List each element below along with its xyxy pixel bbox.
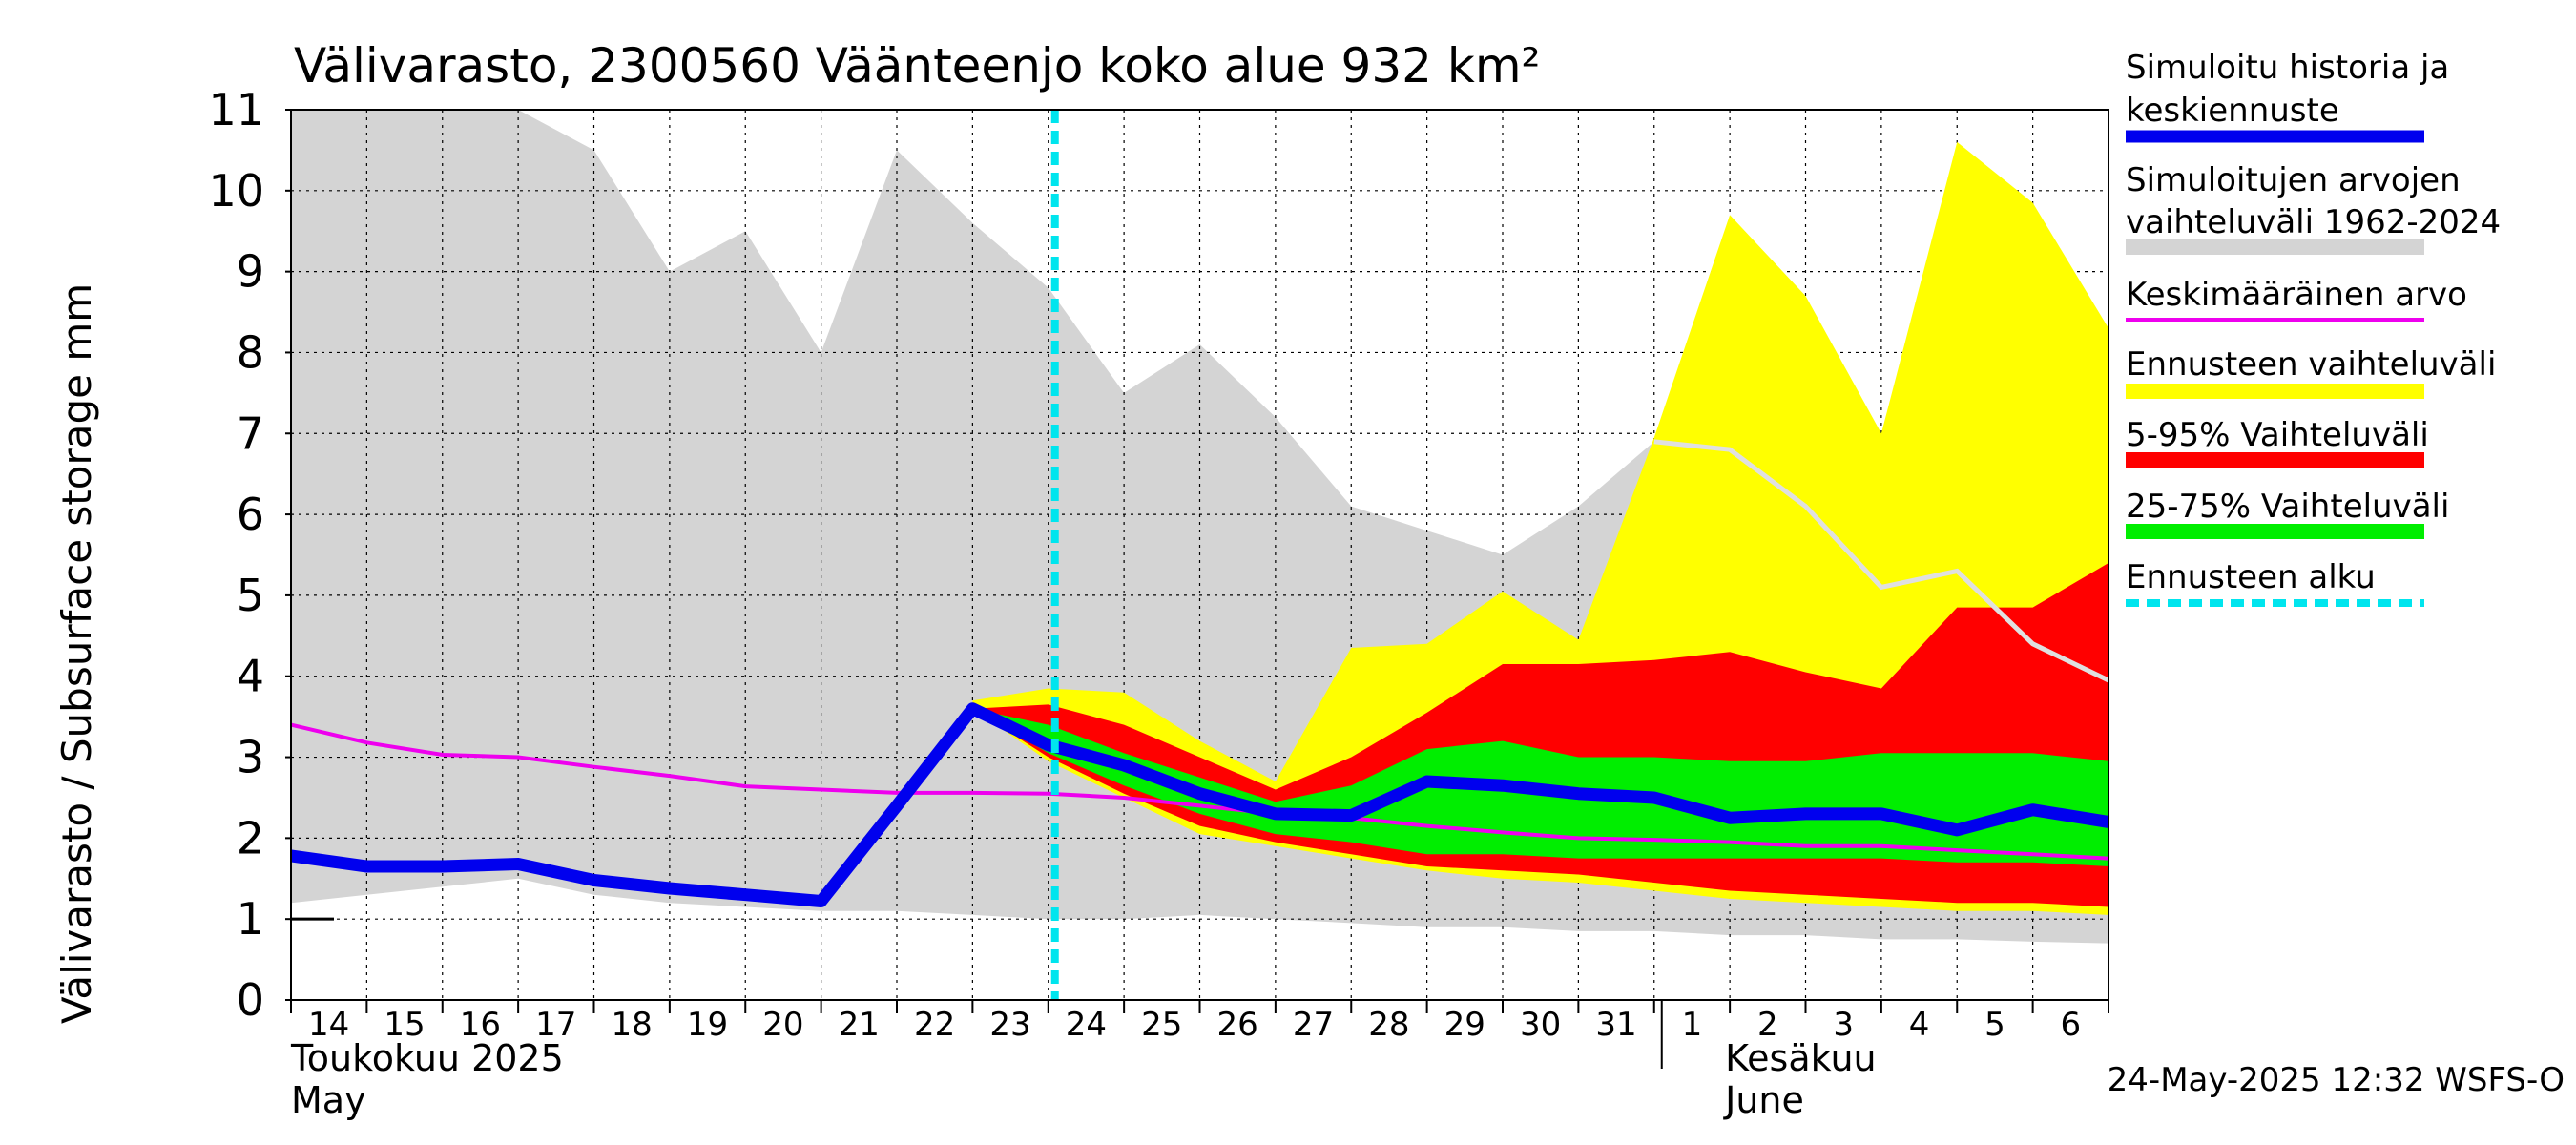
y-tick-label: 5 [237, 570, 264, 621]
legend-label: vaihteluväli 1962-2024 [2126, 203, 2501, 241]
x-tick-label: 23 [989, 1006, 1030, 1044]
x-tick-label: 14 [308, 1006, 349, 1044]
legend-label: Simuloitu historia ja [2126, 49, 2449, 87]
x-tick-label: 5 [1984, 1006, 2005, 1044]
plot-area [291, 110, 2109, 1000]
x-tick-label: 16 [460, 1006, 501, 1044]
x-tick-label: 6 [2060, 1006, 2081, 1044]
x-tick-label: 15 [384, 1006, 425, 1044]
x-tick-label: 25 [1141, 1006, 1182, 1044]
x-tick-label: 29 [1444, 1006, 1485, 1044]
x-tick-label: 27 [1293, 1006, 1334, 1044]
x-tick-label: 2 [1757, 1006, 1778, 1044]
x-tick-label: 31 [1595, 1006, 1636, 1044]
legend-label: Keskimääräinen arvo [2126, 276, 2467, 314]
x-tick-label: 28 [1368, 1006, 1409, 1044]
legend-label: 5-95% Vaihteluväli [2126, 416, 2429, 454]
month-label-june-en: June [1723, 1079, 1804, 1121]
y-tick-label: 11 [208, 84, 264, 135]
x-tick-label: 18 [612, 1006, 653, 1044]
legend-label: Ennusteen vaihteluväli [2126, 345, 2496, 384]
simulated-line [291, 702, 2109, 907]
x-tick-label: 24 [1066, 1006, 1107, 1044]
chart-title: Välivarasto, 2300560 Väänteenjo koko alu… [294, 38, 1541, 94]
y-tick-label: 0 [237, 974, 264, 1026]
x-tick-label: 30 [1520, 1006, 1561, 1044]
month-label-may-en: May [291, 1079, 366, 1121]
y-tick-label: 3 [237, 732, 264, 783]
x-tick-label: 17 [535, 1006, 576, 1044]
y-tick-label: 6 [237, 489, 264, 540]
x-tick-label: 1 [1682, 1006, 1703, 1044]
x-tick-label: 3 [1833, 1006, 1854, 1044]
y-tick-label: 10 [208, 165, 264, 217]
y-tick-label: 1 [237, 893, 264, 945]
y-tick-label: 7 [237, 407, 264, 459]
x-tick-label: 4 [1909, 1006, 1930, 1044]
x-tick-label: 19 [687, 1006, 728, 1044]
legend-label: Ennusteen alku [2126, 558, 2376, 596]
legend-label: Simuloitujen arvojen [2126, 161, 2461, 199]
mean-line [291, 722, 2109, 861]
legend: Simuloitu historia ja keskiennuste Simuloi… [2126, 49, 2501, 607]
month-label-june-fi: Kesäkuu [1725, 1037, 1877, 1079]
legend-label: keskiennuste [2126, 92, 2339, 130]
y-tick-label: 8 [237, 326, 264, 378]
y-tick-label: 2 [237, 812, 264, 864]
x-tick-label: 22 [914, 1006, 955, 1044]
y-tick-label: 4 [237, 651, 264, 702]
legend-label: 25-75% Vaihteluväli [2126, 488, 2449, 526]
y-tick-label: 9 [237, 246, 264, 298]
month-label-may-fi: Toukokuu 2025 [290, 1037, 564, 1079]
x-tick-label: 26 [1217, 1006, 1258, 1044]
y-axis-label: Välivarasto / Subsurface storage mm [53, 283, 100, 1024]
timestamp-label: 24-May-2025 12:32 WSFS-O [2108, 1061, 2565, 1099]
x-tick-label: 20 [762, 1006, 803, 1044]
x-tick-label: 21 [839, 1006, 880, 1044]
historical-upper-edge-line [1653, 439, 2109, 683]
series-group [291, 110, 2109, 1000]
